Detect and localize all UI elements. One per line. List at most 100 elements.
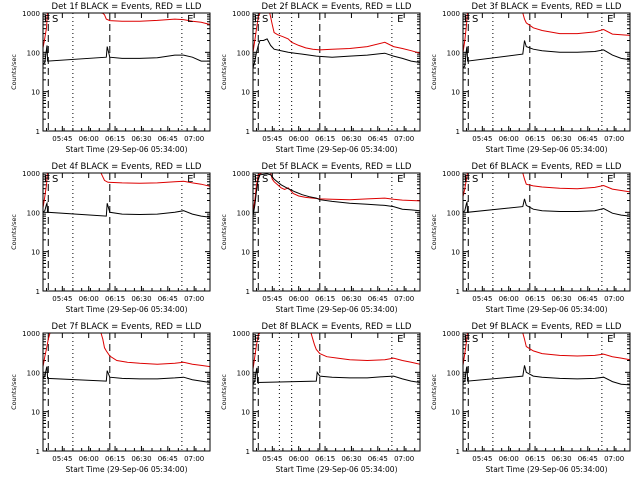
series-line-lld [462,12,631,53]
series-line-lld [462,332,631,366]
event-marker-label: S [52,174,58,185]
plot-frame [462,12,631,132]
event-marker-label: E [397,334,403,345]
y-tick-label: 10 [31,89,40,97]
x-tick-label: 07:00 [604,455,624,463]
x-axis-label: Start Time (29-Sep-06 05:34:00) [276,145,398,154]
chart-title: Det 1f BLACK = Events, RED = LLD [52,2,202,12]
y-tick-label: 10 [241,409,250,417]
y-axis-label: Counts/sec [220,374,228,410]
y-tick-label: 1000 [22,330,40,338]
x-tick-label: 06:45 [158,295,178,303]
plot-frame [462,332,631,452]
series-line-events [42,45,210,65]
x-tick-label: 06:30 [341,135,361,143]
x-tick-label: 05:45 [472,455,492,463]
x-tick-label: 07:00 [394,135,414,143]
series-line-events [462,198,631,217]
event-marker-label: E [607,174,613,185]
y-tick-label: 10 [241,89,250,97]
chart-title: Det 9f BLACK = Events, RED = LLD [472,322,622,332]
y-axis-label: Counts/sec [430,374,438,410]
y-tick-label: 1000 [232,330,250,338]
x-tick-label: 05:45 [262,135,282,143]
series-line-events [252,173,421,217]
y-tick-label: 1 [456,288,460,296]
x-tick-label: 06:15 [105,135,125,143]
chart-title: Det 3f BLACK = Events, RED = LLD [472,2,622,12]
series-line-events [252,367,421,385]
y-tick-label: 100 [447,369,460,377]
y-tick-label: 1 [36,448,40,456]
series-line-lld [42,172,211,208]
series-line-lld [462,172,631,197]
plot-frame [462,172,631,292]
event-marker-label: E [187,174,193,185]
event-marker-label: E [464,174,470,185]
series-line-lld [42,332,211,368]
chart-title: Det 6f BLACK = Events, RED = LLD [472,162,622,172]
y-axis-label: Counts/sec [220,54,228,90]
event-marker-label: E [464,334,470,345]
plot-frame [252,172,421,292]
y-axis-label: Counts/sec [430,54,438,90]
chart-title: Det 4f BLACK = Events, RED = LLD [52,162,202,172]
x-tick-label: 06:30 [341,455,361,463]
chart-title: Det 5f BLACK = Events, RED = LLD [262,162,412,172]
x-tick-label: 07:00 [604,135,624,143]
y-tick-label: 1000 [442,170,460,178]
series-line-lld [252,172,421,213]
x-tick-label: 06:00 [79,455,99,463]
x-tick-label: 07:00 [604,295,624,303]
event-marker-label: E [397,14,403,25]
y-tick-label: 1000 [442,330,460,338]
x-axis-label: Start Time (29-Sep-06 05:34:00) [276,465,398,474]
series-line-events [42,201,211,218]
chart-title: Det 8f BLACK = Events, RED = LLD [262,322,412,332]
x-tick-label: 06:00 [79,295,99,303]
x-tick-label: 06:15 [525,295,545,303]
x-tick-label: 07:00 [184,135,204,143]
event-marker-label: E [187,14,193,25]
x-tick-label: 06:15 [315,455,335,463]
event-marker-label: E [254,174,260,185]
y-tick-label: 1 [36,128,40,136]
y-tick-label: 100 [447,209,460,217]
x-tick-label: 06:00 [289,135,309,143]
plot-frame [42,12,211,132]
x-tick-label: 06:30 [131,455,151,463]
y-tick-label: 1 [456,448,460,456]
x-axis-label: Start Time (29-Sep-06 05:34:00) [486,145,608,154]
y-tick-label: 100 [237,369,250,377]
x-tick-label: 05:45 [472,135,492,143]
series-line-events [462,40,631,69]
event-marker-label: S [472,334,478,345]
x-tick-label: 06:30 [131,295,151,303]
event-marker-label: E [254,14,260,25]
y-tick-label: 1000 [22,10,40,18]
series-line-events [252,38,421,69]
chart-panel: Det 5f BLACK = Events, RED = LLD 1 10 100 10… [220,162,421,314]
x-tick-label: 06:30 [551,455,571,463]
chart-panel: Det 3f BLACK = Events, RED = LLD 1 10 100 10… [430,2,631,154]
x-tick-label: 05:45 [52,455,72,463]
chart-panel: Det 7f BLACK = Events, RED = LLD 1 10 100 10… [10,322,211,474]
event-marker-label: S [472,14,478,25]
event-marker-label: S [262,14,268,25]
x-tick-label: 06:45 [368,295,388,303]
chart-title: Det 7f BLACK = Events, RED = LLD [52,322,202,332]
x-tick-label: 06:45 [578,135,598,143]
x-tick-label: 06:15 [315,295,335,303]
x-tick-label: 06:45 [158,455,178,463]
event-marker-label: E [607,334,613,345]
x-tick-label: 06:45 [368,135,388,143]
event-marker-label: E [464,14,470,25]
event-marker-label: E [607,14,613,25]
series-line-events [462,365,631,386]
event-marker-label: E [44,174,50,185]
y-tick-label: 10 [31,409,40,417]
x-tick-label: 06:30 [551,295,571,303]
y-tick-label: 100 [237,209,250,217]
event-marker-label: E [397,174,403,185]
